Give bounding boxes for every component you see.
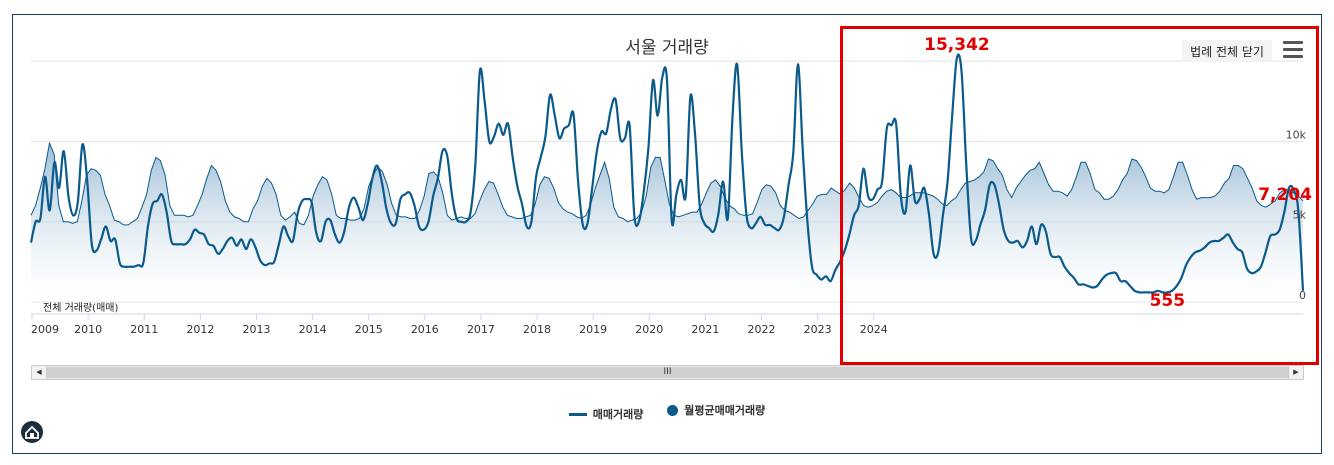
home-logo-icon[interactable] [21,421,43,443]
x-tick-label: 2021 [691,323,719,336]
x-tick-label: 2013 [242,323,270,336]
x-tick-label: 2012 [186,323,214,336]
x-tick-label: 2020 [635,323,663,336]
menu-icon[interactable] [1283,41,1303,59]
annotation-min: 555 [1150,291,1186,311]
x-tick-label: 2023 [804,323,832,336]
legend-toggle-button[interactable]: 법례 전체 닫기 [1182,40,1272,62]
x-tick-label: 2015 [355,323,383,336]
scroll-left-arrow-icon[interactable]: ◀ [32,366,47,379]
x-tick-label: 2016 [411,323,439,336]
y-tick-label: 10k [1286,128,1307,141]
annotation-max: 15,342 [924,35,990,55]
y-tick-label: 0 [1299,289,1306,302]
chart-scrollbar[interactable]: ◀ III ▶ [31,365,1304,380]
x-tick-label: 2018 [523,323,551,336]
legend-label: 매매거래량 [592,408,644,421]
annotation-last: 7,204 [1258,185,1312,205]
x-tick-label: 2009 [31,323,59,336]
scroll-right-arrow-icon[interactable]: ▶ [1288,366,1303,379]
x-tick-label: 2017 [467,323,495,336]
x-tick-label: 2022 [748,323,776,336]
legend-label: 월평균매매거래량 [684,404,766,417]
chart-legend: 매매거래량 월평균매매거래량 [0,402,1334,422]
line-swatch-icon [568,412,587,416]
chart-title: 서울 거래량 [625,38,709,58]
series-line [29,53,1305,294]
legend-item-monthly-avg[interactable]: 월평균매매거래량 [667,402,765,418]
x-tick-label: 2010 [74,323,102,336]
x-tick-label: 2024 [860,323,888,336]
series-area-fill [31,143,1303,302]
y-axis-note: 전체 거래량(매매) [43,302,118,314]
y-tick-label: 5k [1293,209,1307,222]
dot-swatch-icon [667,404,679,416]
scroll-thumb[interactable]: III [47,367,1288,378]
x-tick-label: 2011 [130,323,158,336]
x-tick-label: 2014 [299,323,327,336]
x-tick-label: 2019 [579,323,607,336]
scroll-grip-icon: III [663,367,672,377]
highlight-box [840,26,1319,365]
series-area-line [30,141,1304,226]
legend-item-trade-volume[interactable]: 매매거래량 [568,406,644,422]
